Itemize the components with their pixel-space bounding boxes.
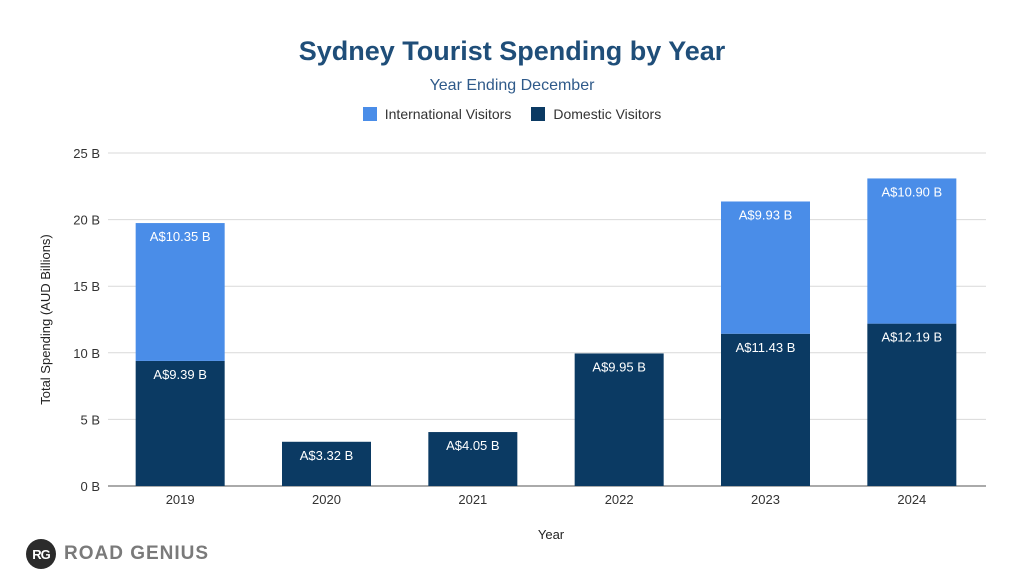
bar-international-2023 (721, 201, 810, 334)
y-tick-label: 10 B (73, 346, 100, 361)
logo-badge: RG (26, 539, 56, 569)
data-label: A$11.43 B (736, 340, 796, 355)
y-tick-label: 15 B (73, 279, 100, 294)
legend-item-domestic: Domestic Visitors (531, 106, 661, 122)
chart-title: Sydney Tourist Spending by Year (298, 36, 726, 66)
data-label: A$12.19 B (881, 330, 942, 345)
legend-item-international: International Visitors (362, 106, 512, 122)
y-tick-label: 25 B (73, 146, 100, 161)
x-tick-label: 2022 (605, 492, 634, 507)
x-axis-title: Year (538, 527, 565, 542)
legend-swatch-international (362, 107, 377, 121)
bar-domestic-2024 (867, 323, 957, 486)
y-tick-label: 5 B (80, 412, 100, 427)
x-tick-label: 2024 (897, 492, 926, 507)
legend-swatch-domestic (531, 107, 546, 121)
legend-label-international: International Visitors (384, 106, 512, 122)
bar-international-2024 (867, 178, 957, 324)
legend: International Visitors Domestic Visitors (0, 106, 1024, 122)
road-genius-logo: RG ROAD GENIUS (26, 539, 209, 569)
bar-domestic-2022 (574, 353, 664, 486)
x-tick-label: 2023 (751, 492, 780, 507)
data-label: A$10.90 B (881, 184, 942, 199)
bar-domestic-2020 (282, 441, 371, 486)
data-label: A$10.35 B (150, 229, 211, 244)
bar-international-2019 (135, 223, 225, 361)
x-tick-label: 2021 (458, 492, 487, 507)
data-label: A$9.95 B (592, 359, 646, 374)
x-tick-label: 2020 (312, 492, 341, 507)
data-label: A$9.39 B (153, 367, 207, 382)
bar-domestic-2019 (135, 360, 225, 486)
data-label: A$9.93 B (739, 207, 793, 222)
x-tick-label: 2019 (166, 492, 195, 507)
y-tick-label: 20 B (73, 213, 100, 228)
bar-domestic-2023 (721, 333, 810, 486)
data-label: A$3.32 B (300, 448, 354, 463)
y-tick-label: 0 B (80, 479, 100, 494)
data-label: A$4.05 B (446, 438, 500, 453)
bar-domestic-2021 (428, 432, 518, 486)
chart-subtitle: Year Ending December (429, 77, 595, 94)
y-axis-title: Total Spending (AUD Billions) (38, 234, 53, 405)
logo-text: ROAD GENIUS (64, 543, 210, 564)
legend-label-domestic: Domestic Visitors (553, 106, 662, 122)
